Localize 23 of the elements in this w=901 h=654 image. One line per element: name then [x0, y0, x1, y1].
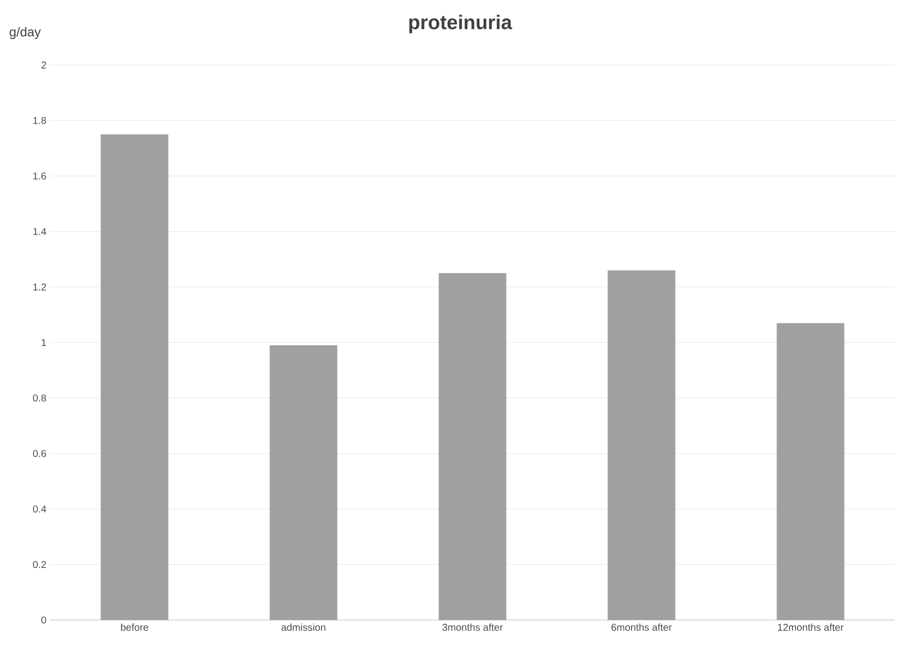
- y-tick-label: 1: [42, 339, 46, 346]
- y-tick-label: 1.8: [33, 116, 46, 124]
- bar: [776, 323, 844, 620]
- y-tick-label: 0.8: [33, 394, 46, 402]
- x-tick-label: 6months after: [612, 624, 672, 631]
- y-tick-label: 0: [41, 616, 46, 624]
- bar: [100, 134, 168, 620]
- y-tick-label: 0.6: [33, 450, 46, 458]
- bar: [438, 273, 506, 620]
- x-tick-label: 12months after: [778, 624, 844, 631]
- x-tick-label: admission: [282, 624, 326, 631]
- y-tick-label: 2: [41, 62, 46, 68]
- y-tick-label: 1.4: [33, 228, 46, 235]
- y-tick-label: 0.4: [33, 505, 46, 513]
- x-tick-label: before: [121, 624, 148, 631]
- y-tick-label: 0.2: [33, 560, 46, 568]
- y-tick-label: 1.2: [33, 284, 46, 290]
- y-tick-label: 1.6: [33, 172, 46, 180]
- bar: [270, 345, 338, 620]
- bar: [608, 270, 676, 620]
- y-axis-title: g/day: [10, 26, 41, 40]
- x-tick-label: 3months after: [442, 624, 503, 631]
- chart-title: proteinuria: [409, 14, 512, 34]
